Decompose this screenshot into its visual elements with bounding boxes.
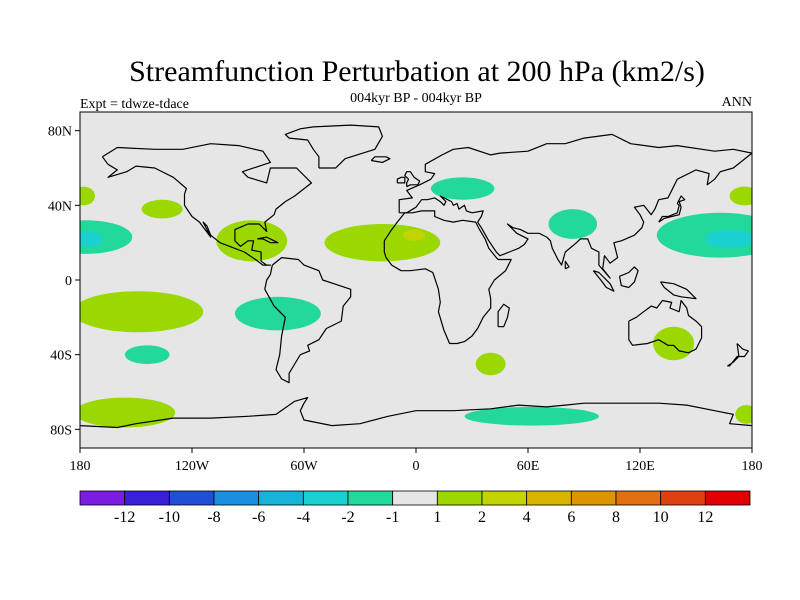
coastline-sumatra <box>592 270 615 292</box>
colorbar-swatch-3 <box>213 490 260 506</box>
latitude-axis: 80N 40N 0 40S 80S <box>48 125 80 438</box>
coastline-cuba <box>257 236 279 244</box>
coastline-greenland <box>284 124 383 169</box>
chart-title: Streamfunction Perturbation at 200 hPa (… <box>129 55 705 88</box>
coastline-africa <box>383 210 512 345</box>
colorbar-label-10: 6 <box>567 509 575 526</box>
lat-tick-label-4: 80S <box>50 423 72 438</box>
anomaly-region-17 <box>80 397 176 428</box>
lat-tick-label-0: 80N <box>48 125 72 140</box>
colorbar-label-12: 10 <box>653 509 669 526</box>
coastline-australia <box>628 299 703 354</box>
colorbar-swatch-8 <box>436 490 483 506</box>
anomaly-region-7 <box>430 177 495 200</box>
coastline-north-america <box>101 143 313 266</box>
colorbar-swatch-10 <box>526 490 572 506</box>
colorbar-swatch-1 <box>124 490 170 506</box>
lon-tick-label-6: 180 <box>742 459 763 474</box>
coastline-eurasia <box>398 133 752 279</box>
coastline-antarctica <box>80 397 752 429</box>
lon-tick-label-2: 60W <box>290 459 318 474</box>
coastline-sri-lanka <box>564 260 570 270</box>
colorbar-label-8: 2 <box>478 509 486 526</box>
coastline-madagascar <box>497 303 510 328</box>
anomaly-region-13 <box>234 296 321 331</box>
colorbar-label-5: -2 <box>341 509 354 526</box>
coastline-britain <box>404 171 421 188</box>
lon-tick-label-3: 0 <box>413 459 420 474</box>
colorbar: -12 -10 -8 -6 -4 -2 -1 1 2 4 6 8 10 12 <box>79 490 751 526</box>
coastline-japan <box>658 195 686 223</box>
colorbar-swatch-14 <box>704 490 751 506</box>
chart-subtitle: 004kyr BP - 004kyr BP <box>350 91 482 106</box>
coastline-borneo <box>618 266 639 289</box>
colorbar-label-3: -6 <box>252 509 265 526</box>
colorbar-label-6: -1 <box>386 509 399 526</box>
lat-tick-label-3: 40S <box>50 349 72 364</box>
colorbar-label-1: -10 <box>159 509 180 526</box>
anomaly-region-5 <box>324 224 441 262</box>
anomaly-region-3 <box>141 199 183 219</box>
colorbar-swatch-2 <box>168 490 215 506</box>
anomaly-contours <box>80 177 752 428</box>
lon-tick-label-5: 120E <box>625 459 655 474</box>
anomaly-region-10 <box>705 229 752 249</box>
anomaly-region-11 <box>729 186 752 206</box>
season-label: ANN <box>722 95 752 110</box>
anomaly-region-15 <box>653 326 695 361</box>
colorbar-label-11: 8 <box>612 509 620 526</box>
coastline-ireland <box>396 176 406 184</box>
colorbar-swatch-11 <box>570 490 617 506</box>
colorbar-swatch-4 <box>258 490 304 506</box>
colorbar-label-7: 1 <box>433 509 441 526</box>
colorbar-label-2: -8 <box>207 509 220 526</box>
longitude-axis: 180 120W 60W 0 60E 120E 180 <box>70 448 763 474</box>
world-map: 80N 40N 0 40S 80S 180 120W 60W 0 60E 120E 180 <box>48 111 763 474</box>
anomaly-region-2 <box>80 186 95 206</box>
experiment-label: Expt = tdwze-tdace <box>80 97 189 112</box>
anomaly-region-19 <box>735 405 752 424</box>
colorbar-label-13: 12 <box>697 509 713 526</box>
colorbar-swatch-0 <box>79 490 126 506</box>
anomaly-region-6 <box>402 229 426 241</box>
lon-tick-label-1: 120W <box>175 459 210 474</box>
map-background <box>80 112 752 448</box>
colorbar-swatch-6 <box>347 490 394 506</box>
anomaly-region-1 <box>80 231 103 247</box>
colorbar-label-0: -12 <box>114 509 135 526</box>
coastline-south-america <box>264 257 352 384</box>
anomaly-region-14 <box>124 345 170 364</box>
colorbar-swatch-9 <box>481 490 528 506</box>
anomaly-region-8 <box>548 209 598 239</box>
anomaly-region-18 <box>464 406 599 426</box>
anomaly-region-16 <box>475 352 506 376</box>
lon-tick-label-4: 60E <box>517 459 540 474</box>
lat-tick-label-1: 40N <box>48 199 72 214</box>
colorbar-label-9: 4 <box>523 509 531 526</box>
colorbar-label-4: -4 <box>297 509 310 526</box>
colorbar-swatch-12 <box>615 490 662 506</box>
lat-tick-label-2: 0 <box>65 274 72 289</box>
coastline-iceland <box>370 156 391 163</box>
anomaly-region-12 <box>80 291 204 333</box>
coastlines <box>80 124 752 429</box>
coastline-new-zealand <box>727 343 749 367</box>
colorbar-swatch-7 <box>392 490 438 506</box>
colorbar-swatch-5 <box>302 490 349 506</box>
lon-tick-label-0: 180 <box>70 459 91 474</box>
coastline-new-guinea <box>660 281 697 300</box>
colorbar-swatch-13 <box>660 490 706 506</box>
